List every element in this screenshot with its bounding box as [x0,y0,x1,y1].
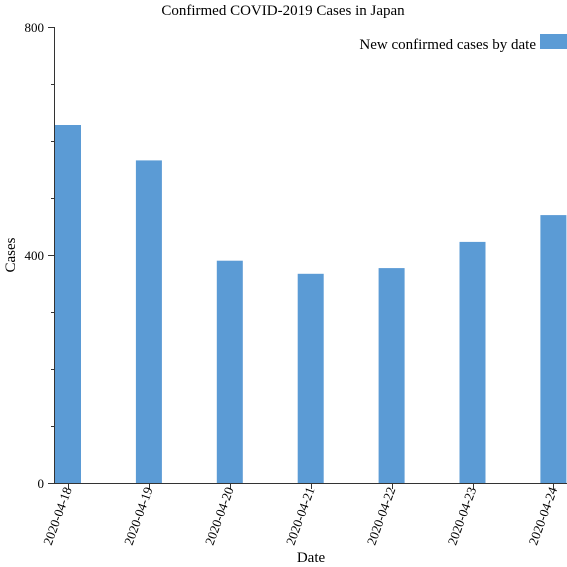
legend-label: New confirmed cases by date [359,37,536,53]
x-axis-label: Date [297,550,326,566]
x-tick-label: 2020-04-24 [525,484,560,547]
x-tick-label: 2020-04-20 [202,485,237,547]
x-tick-label: 2020-04-22 [364,485,399,547]
bar [378,268,405,483]
bar [216,260,243,483]
y-axis: 0 400 800 [25,20,55,491]
bar [540,215,567,483]
y-tick-label: 0 [38,476,45,491]
legend: New confirmed cases by date [359,34,567,53]
bars [55,125,567,483]
y-axis-label: Cases [3,237,19,272]
bar [459,241,486,483]
x-tick-label: 2020-04-21 [283,485,318,547]
legend-swatch [540,34,567,49]
x-tick-label: 2020-04-18 [40,485,75,547]
x-tick-label: 2020-04-23 [444,485,479,547]
bar [297,273,324,483]
x-tick-label: 2020-04-19 [121,485,156,547]
bar [135,160,162,483]
y-tick-label: 400 [25,248,45,263]
bar [55,125,81,483]
x-axis: 2020-04-18 2020-04-19 2020-04-20 2020-04-21… [40,483,567,547]
chart-title: Confirmed COVID-2019 Cases in Japan [161,3,405,19]
y-tick-label: 800 [25,20,45,35]
